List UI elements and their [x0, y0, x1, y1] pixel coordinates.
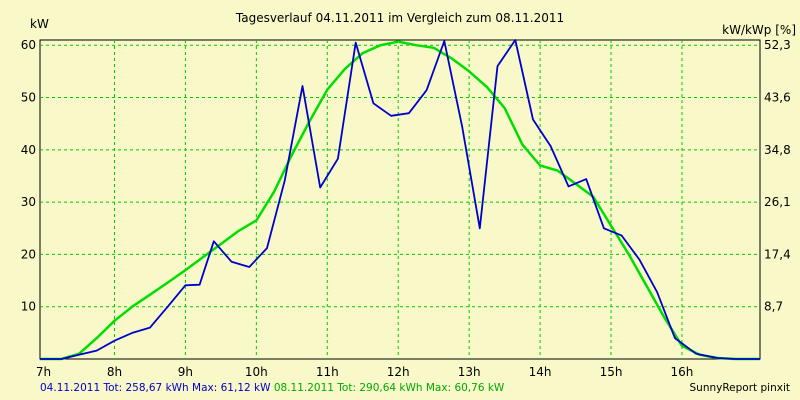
x-tick-label: 13h: [458, 365, 481, 379]
x-tick-label: 8h: [107, 365, 122, 379]
brand-label: SunnyReport pinxit: [689, 382, 790, 394]
y-axis-ticks: 10 8,7 20 17,4 30 26,1 40 34,8 50 43,6 60 52,3: [21, 38, 791, 313]
x-tick-label: 7h: [36, 365, 51, 379]
footer-summary: 04.11.2011 Tot: 258,67 kWh Max: 61,12 kW…: [40, 382, 504, 394]
x-tick-label: 12h: [387, 365, 410, 379]
y-axis-label-right: kW/kWp [%]: [722, 23, 796, 37]
plot-area: [39, 39, 761, 360]
y-tick-label-right: 34,8: [764, 143, 791, 157]
y-axis-label-left: kW: [30, 17, 49, 31]
y-tick-label-left: 60: [21, 38, 36, 52]
x-tick-label: 9h: [178, 365, 193, 379]
x-tick-label: 15h: [600, 365, 623, 379]
y-tick-label-left: 40: [21, 143, 36, 157]
y-tick-label-right: 43,6: [764, 91, 791, 105]
series1-summary: 04.11.2011 Tot: 258,67 kWh Max: 61,12 kW: [40, 382, 271, 394]
x-tick-label: 11h: [316, 365, 339, 379]
y-tick-label-left: 10: [21, 300, 36, 314]
x-tick-label: 10h: [245, 365, 268, 379]
y-tick-label-right: 8,7: [764, 300, 783, 314]
series-lines: [40, 39, 760, 361]
series2-summary: 08.11.2011 Tot: 290,64 kWh Max: 60,76 kW: [273, 382, 505, 394]
series-line-08-11-2011: [40, 40, 760, 361]
y-tick-label-left: 50: [21, 91, 36, 105]
x-axis-ticks: 7h 8h 9h 10h 11h 12h 13h 14h 15h 16h: [36, 365, 693, 379]
y-tick-label-right: 26,1: [764, 195, 791, 209]
series-line-04-11-2011: [40, 39, 760, 360]
x-tick-label: 16h: [671, 365, 694, 379]
x-tick-label: 14h: [529, 365, 552, 379]
y-tick-label-left: 30: [21, 195, 36, 209]
y-tick-label-right: 17,4: [764, 247, 791, 261]
grid: [40, 40, 760, 359]
chart-title: Tagesverlauf 04.11.2011 im Vergleich zum…: [235, 11, 564, 25]
y-tick-label-left: 20: [21, 247, 36, 261]
y-tick-label-right: 52,3: [764, 38, 791, 52]
